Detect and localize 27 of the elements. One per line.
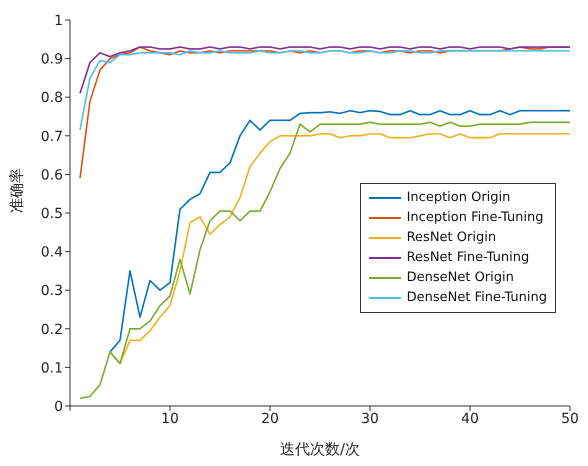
x-axis-title: 迭代次数/次 xyxy=(280,440,360,458)
y-tick-label: 0.2 xyxy=(40,322,63,338)
y-tick-label: 0.9 xyxy=(40,52,63,68)
legend-label: ResNet Fine-Tuning xyxy=(406,249,530,267)
legend-label: DenseNet Fine-Tuning xyxy=(406,289,547,307)
legend-label: Inception Fine-Tuning xyxy=(406,209,544,227)
y-tick-label: 0 xyxy=(54,398,63,415)
x-tick-label: 30 xyxy=(361,410,379,427)
y-tick-label: 0.7 xyxy=(40,128,63,145)
y-axis-title: 准确率 xyxy=(7,168,26,213)
x-tick-label: 20 xyxy=(261,410,279,427)
y-tick-label: 0.3 xyxy=(40,283,63,300)
legend-label: ResNet Origin xyxy=(406,229,496,247)
y-tick-label: 0.4 xyxy=(40,244,64,261)
legend-label: DenseNet Origin xyxy=(406,269,514,287)
x-tick-label: 10 xyxy=(161,410,179,427)
y-tick-label: 1 xyxy=(54,12,63,29)
y-tick-label: 0.5 xyxy=(40,206,63,222)
line-series xyxy=(79,50,570,131)
line-series xyxy=(79,46,570,94)
line-series xyxy=(79,121,570,400)
y-tick-label: 0.1 xyxy=(40,360,63,376)
y-tick-label: 0.8 xyxy=(40,90,63,106)
x-tick-label: 40 xyxy=(461,410,479,427)
y-tick-label: 0.6 xyxy=(40,167,64,184)
legend-label: Inception Origin xyxy=(406,189,510,207)
x-tick-label: 50 xyxy=(561,410,579,427)
